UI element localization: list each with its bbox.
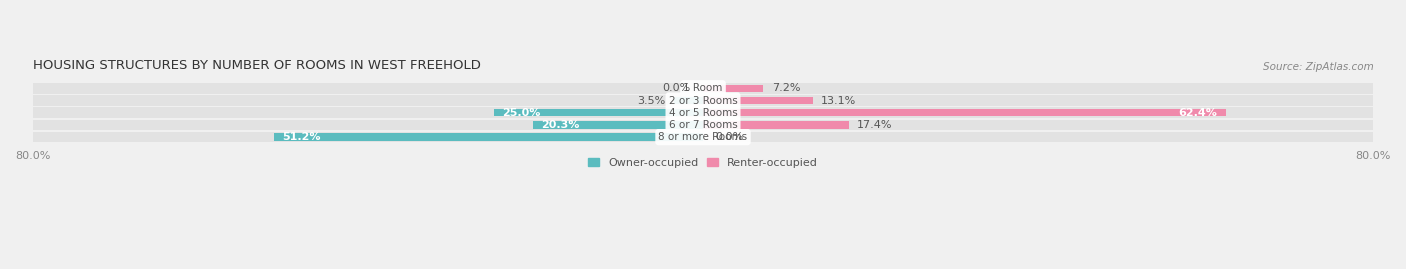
Text: 4 or 5 Rooms: 4 or 5 Rooms bbox=[669, 108, 737, 118]
Text: 7.2%: 7.2% bbox=[772, 83, 800, 93]
Text: 13.1%: 13.1% bbox=[821, 95, 856, 105]
Text: Source: ZipAtlas.com: Source: ZipAtlas.com bbox=[1263, 62, 1374, 72]
Bar bbox=[274, 133, 703, 141]
Text: 25.0%: 25.0% bbox=[502, 108, 540, 118]
Text: 0.0%: 0.0% bbox=[662, 83, 690, 93]
Bar bbox=[703, 109, 1226, 116]
Text: 51.2%: 51.2% bbox=[283, 132, 321, 142]
Text: 62.4%: 62.4% bbox=[1178, 108, 1218, 118]
Bar bbox=[703, 97, 813, 104]
Bar bbox=[703, 121, 849, 129]
Text: 0.0%: 0.0% bbox=[716, 132, 744, 142]
Bar bbox=[32, 119, 1374, 130]
Legend: Owner-occupied, Renter-occupied: Owner-occupied, Renter-occupied bbox=[588, 158, 818, 168]
Bar bbox=[32, 132, 1374, 143]
Bar bbox=[32, 107, 1374, 118]
Bar bbox=[32, 83, 1374, 94]
Text: 2 or 3 Rooms: 2 or 3 Rooms bbox=[669, 95, 737, 105]
Text: 8 or more Rooms: 8 or more Rooms bbox=[658, 132, 748, 142]
Text: 6 or 7 Rooms: 6 or 7 Rooms bbox=[669, 120, 737, 130]
Text: 17.4%: 17.4% bbox=[858, 120, 893, 130]
Text: 3.5%: 3.5% bbox=[637, 95, 665, 105]
Bar bbox=[673, 97, 703, 104]
Bar bbox=[533, 121, 703, 129]
Bar bbox=[32, 95, 1374, 106]
Text: 1 Room: 1 Room bbox=[683, 83, 723, 93]
Bar bbox=[494, 109, 703, 116]
Text: HOUSING STRUCTURES BY NUMBER OF ROOMS IN WEST FREEHOLD: HOUSING STRUCTURES BY NUMBER OF ROOMS IN… bbox=[32, 59, 481, 72]
Bar bbox=[703, 84, 763, 92]
Text: 20.3%: 20.3% bbox=[541, 120, 579, 130]
